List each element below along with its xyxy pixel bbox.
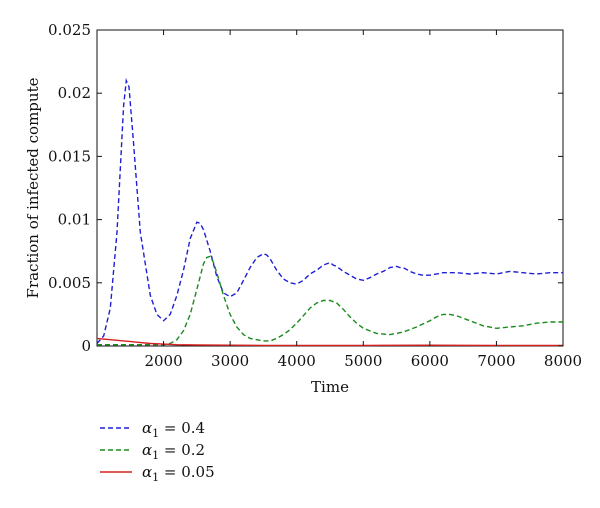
y-tick-label: 0.025 [48,21,91,39]
series-line-2 [97,255,563,346]
series-line-1 [96,77,563,344]
series-layer [96,77,563,347]
x-tick-label: 8000 [544,352,582,370]
legend-label-3: α1 = 0.05 [142,463,215,484]
x-tick-label: 3000 [211,352,249,370]
ticks-layer: 2000 3000 4000 5000 6000 7000 8000 0 0.005 0.01 0.… [48,21,582,370]
x-tick-label: 6000 [411,352,449,370]
legend-label-2: α1 = 0.2 [142,441,205,462]
y-tick-label: 0.01 [58,211,91,229]
x-axis-label: Time [311,378,349,396]
y-axis-label: Fraction of infected compute [24,77,42,298]
legend-label-1: α1 = 0.4 [142,419,205,440]
plot-frame [96,29,564,347]
y-tick-label: 0 [81,337,91,355]
x-tick-label: 2000 [144,352,182,370]
x-tick-label: 4000 [278,352,316,370]
series-line-3 [96,337,563,347]
x-tick-label: 5000 [344,352,382,370]
y-tick-label: 0.015 [48,147,91,165]
legend: α1 = 0.4α1 = 0.2α1 = 0.05 [100,419,215,484]
x-tick-label: 7000 [477,352,515,370]
y-tick-label: 0.02 [58,84,91,102]
y-tick-label: 0.005 [48,274,91,292]
